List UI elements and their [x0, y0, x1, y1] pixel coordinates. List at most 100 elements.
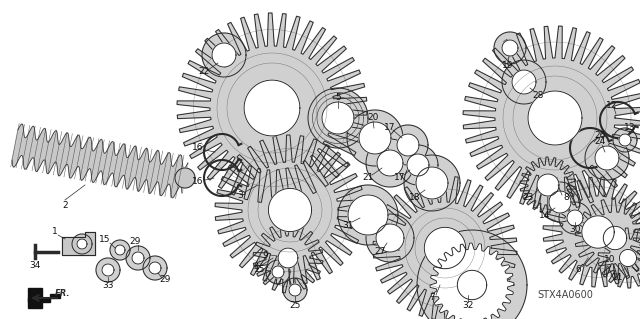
Polygon shape — [272, 266, 284, 278]
Text: STX4A0600: STX4A0600 — [537, 290, 593, 300]
Polygon shape — [567, 210, 583, 226]
Polygon shape — [430, 243, 514, 319]
Text: 15: 15 — [99, 235, 111, 244]
Text: 6: 6 — [575, 265, 581, 275]
Text: 25: 25 — [289, 300, 301, 309]
Polygon shape — [143, 256, 167, 280]
Text: 17: 17 — [394, 174, 406, 182]
Polygon shape — [619, 134, 631, 146]
Polygon shape — [175, 168, 195, 188]
Polygon shape — [215, 135, 365, 285]
Polygon shape — [528, 91, 582, 145]
Polygon shape — [620, 249, 637, 267]
Polygon shape — [177, 13, 367, 203]
Polygon shape — [559, 202, 591, 234]
Polygon shape — [110, 240, 130, 260]
Polygon shape — [338, 185, 398, 245]
Polygon shape — [397, 134, 419, 156]
Polygon shape — [416, 167, 448, 199]
Polygon shape — [322, 102, 354, 134]
Polygon shape — [212, 43, 236, 67]
Text: 12: 12 — [606, 100, 618, 109]
Polygon shape — [537, 174, 559, 196]
Text: 27: 27 — [374, 248, 386, 256]
Polygon shape — [404, 155, 460, 211]
Polygon shape — [377, 150, 403, 176]
Polygon shape — [348, 195, 388, 235]
Polygon shape — [543, 177, 640, 287]
Text: 18: 18 — [409, 194, 420, 203]
Polygon shape — [12, 124, 188, 198]
Text: 24: 24 — [595, 137, 605, 146]
Polygon shape — [289, 284, 301, 296]
Text: 14: 14 — [540, 211, 550, 219]
Text: 9: 9 — [262, 250, 268, 259]
Text: 28: 28 — [532, 91, 544, 100]
Text: 1: 1 — [52, 227, 58, 236]
Polygon shape — [126, 246, 150, 270]
Polygon shape — [149, 262, 161, 274]
Polygon shape — [417, 230, 527, 319]
Text: 4: 4 — [253, 263, 259, 272]
Polygon shape — [96, 258, 120, 282]
Polygon shape — [598, 228, 640, 288]
Polygon shape — [582, 216, 614, 248]
Text: 11: 11 — [612, 273, 624, 283]
Polygon shape — [72, 234, 92, 254]
Polygon shape — [62, 232, 95, 255]
Polygon shape — [202, 33, 246, 77]
Text: 16: 16 — [192, 177, 204, 187]
Text: 26: 26 — [595, 130, 605, 139]
Polygon shape — [585, 136, 629, 180]
Polygon shape — [575, 198, 640, 278]
Text: 17: 17 — [384, 123, 396, 132]
Polygon shape — [115, 245, 125, 255]
Polygon shape — [613, 128, 637, 152]
Polygon shape — [407, 154, 429, 176]
Polygon shape — [268, 189, 312, 232]
Polygon shape — [376, 224, 404, 252]
Polygon shape — [278, 248, 298, 268]
Text: 30: 30 — [569, 226, 580, 234]
Polygon shape — [28, 294, 60, 302]
Polygon shape — [424, 227, 466, 269]
Polygon shape — [595, 146, 619, 170]
Text: 23: 23 — [522, 194, 534, 203]
Polygon shape — [77, 239, 87, 249]
Polygon shape — [388, 125, 428, 165]
Text: 15: 15 — [254, 265, 266, 275]
Polygon shape — [373, 176, 517, 319]
Text: 29: 29 — [129, 238, 141, 247]
Text: 5: 5 — [335, 93, 341, 102]
Polygon shape — [366, 214, 414, 262]
Text: 31: 31 — [342, 220, 354, 229]
Polygon shape — [132, 252, 144, 264]
Polygon shape — [494, 32, 526, 64]
Polygon shape — [502, 60, 546, 104]
Polygon shape — [102, 264, 114, 276]
Text: 33: 33 — [102, 280, 114, 290]
Polygon shape — [366, 139, 414, 187]
Text: 13: 13 — [624, 123, 636, 132]
Polygon shape — [398, 145, 438, 185]
Text: 29: 29 — [159, 276, 171, 285]
Text: 8: 8 — [563, 194, 569, 203]
Polygon shape — [604, 226, 627, 250]
Polygon shape — [253, 223, 323, 293]
Polygon shape — [266, 260, 290, 284]
Text: 34: 34 — [29, 261, 41, 270]
Polygon shape — [512, 70, 536, 94]
Polygon shape — [458, 270, 486, 300]
Text: 22: 22 — [198, 68, 210, 77]
Text: 20: 20 — [367, 114, 379, 122]
Polygon shape — [347, 110, 403, 166]
Polygon shape — [283, 278, 307, 302]
Text: 7: 7 — [429, 293, 435, 302]
Polygon shape — [308, 88, 368, 148]
Polygon shape — [540, 182, 580, 222]
Text: 32: 32 — [462, 300, 474, 309]
Polygon shape — [520, 157, 576, 213]
Polygon shape — [549, 191, 571, 213]
Text: 10: 10 — [604, 256, 616, 264]
Text: 19: 19 — [502, 61, 514, 70]
